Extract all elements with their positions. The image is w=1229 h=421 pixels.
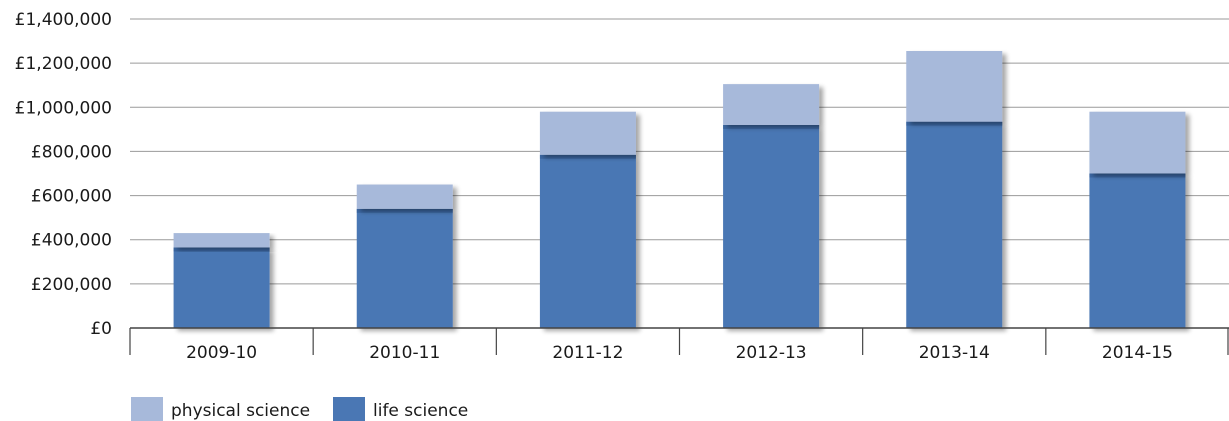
x-tick-label: 2013-14 — [919, 343, 990, 363]
legend-swatch-life-science — [333, 397, 365, 421]
bar-life-science-2011-12 — [539, 154, 636, 328]
bar-physical-science-2012-13 — [723, 84, 820, 125]
x-tick-label: 2011-12 — [552, 343, 623, 363]
y-tick-label: £600,000 — [31, 187, 112, 207]
gridlines — [130, 18, 1229, 285]
y-tick-label: £1,000,000 — [15, 98, 112, 118]
y-tick-label: £200,000 — [31, 275, 112, 295]
legend-swatch-physical-science — [131, 397, 163, 421]
y-tick-label: £1,200,000 — [15, 54, 112, 74]
bar-physical-science-2011-12 — [539, 111, 636, 155]
bar-life-science-2014-15 — [1089, 173, 1186, 328]
x-axis — [129, 327, 1229, 355]
x-tick-label: 2012-13 — [736, 343, 807, 363]
x-tick-label: 2010-11 — [369, 343, 440, 363]
bar-physical-science-2010-11 — [356, 184, 453, 209]
bar-life-science-2010-11 — [356, 208, 453, 328]
y-tick-label: £1,400,000 — [15, 10, 112, 30]
legend-label-life-science: life science — [373, 401, 468, 421]
y-tick-label: £800,000 — [31, 142, 112, 162]
bar-seam — [1089, 173, 1186, 178]
bar-seam — [173, 247, 270, 252]
x-tick-label: 2009-10 — [186, 343, 257, 363]
bar-seam — [723, 124, 820, 129]
bar-physical-science-2009-10 — [173, 233, 270, 248]
legend: physical science life science — [131, 397, 468, 421]
y-tick-label: £400,000 — [31, 231, 112, 251]
y-tick-label: £0 — [90, 319, 112, 339]
legend-label-physical-science: physical science — [171, 401, 310, 421]
y-axis-tick-labels: £0 £200,000 £400,000 £600,000 £800,000 £1,000… — [15, 10, 112, 339]
bar-life-science-2013-14 — [906, 121, 1003, 328]
bar-seam — [539, 154, 636, 159]
bar-life-science-2009-10 — [173, 247, 270, 328]
bar-physical-science-2014-15 — [1089, 111, 1186, 174]
bar-seam — [356, 208, 453, 213]
bars — [173, 51, 1186, 328]
bar-seam — [906, 121, 1003, 126]
bar-life-science-2012-13 — [723, 124, 820, 328]
x-tick-label: 2014-15 — [1102, 343, 1173, 363]
bar-physical-science-2013-14 — [906, 51, 1003, 122]
x-axis-tick-labels: 2009-10 2010-11 2011-12 2012-13 2013-14 2014-… — [186, 343, 1173, 363]
